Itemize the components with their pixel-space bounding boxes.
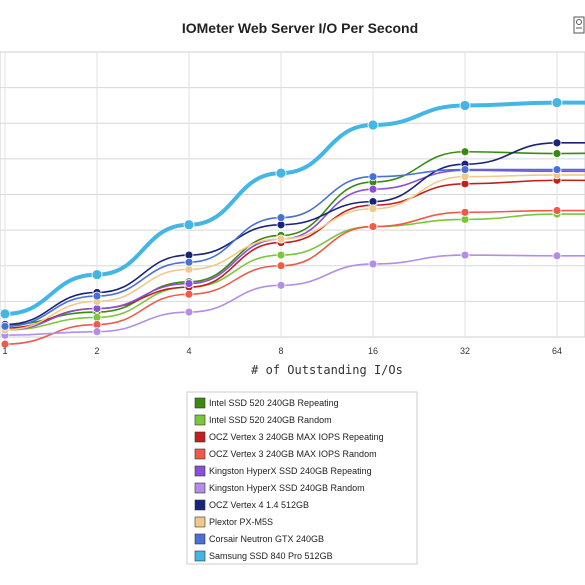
data-point: [368, 222, 378, 231]
grid-lines: [0, 52, 585, 337]
data-point: [276, 234, 286, 244]
data-point: [276, 280, 286, 290]
x-axis-label: # of Outstanding I/Os: [251, 363, 403, 377]
data-point: [276, 261, 286, 271]
series-line: [4, 209, 585, 345]
data-point: [184, 289, 194, 299]
series-line: [4, 142, 585, 326]
legend-label: Corsair Neutron GTX 240GB: [209, 534, 324, 544]
series-lines: [4, 100, 585, 345]
legend-swatch: [194, 414, 206, 426]
x-tick-label: 32: [460, 346, 470, 356]
data-point: [460, 250, 470, 260]
legend-label: OCZ Vertex 3 240GB MAX IOPS Random: [209, 449, 377, 459]
data-point: [92, 291, 102, 301]
legend-label: Kingston HyperX SSD 240GB Repeating: [209, 466, 372, 476]
data-point: [184, 279, 194, 288]
data-point: [552, 165, 562, 174]
data-point: [460, 207, 470, 217]
legend-label: Intel SSD 520 240GB Repeating: [209, 398, 339, 408]
legend-swatch: [194, 448, 206, 460]
x-tick-label: 4: [186, 346, 191, 356]
series-line: [4, 254, 585, 337]
series-points: [0, 97, 563, 349]
legend: Intel SSD 520 240GB Repeating Intel SSD 5…: [186, 391, 418, 565]
legend-swatch: [194, 431, 206, 443]
data-point: [552, 149, 562, 158]
data-point: [91, 269, 103, 281]
data-point: [184, 307, 194, 317]
data-point: [0, 339, 10, 349]
legend-swatch: [194, 533, 206, 545]
data-point: [552, 138, 562, 148]
legend-swatch: [194, 465, 206, 477]
data-point: [460, 165, 470, 174]
x-tick-label: 1: [2, 346, 7, 356]
x-axis-ticks: 1 2 4 8 16 32 64: [2, 346, 562, 356]
data-point: [92, 327, 102, 337]
data-point: [0, 321, 10, 331]
series-line: [4, 174, 585, 331]
legend-swatch: [194, 397, 206, 409]
x-tick-label: 16: [368, 346, 378, 356]
data-point: [367, 119, 379, 131]
data-point: [459, 100, 471, 111]
legend-swatch: [194, 550, 206, 562]
data-point: [276, 250, 286, 260]
data-point: [368, 184, 378, 194]
legend-label: Intel SSD 520 240GB Random: [209, 415, 332, 425]
data-point: [552, 206, 562, 215]
data-point: [368, 172, 378, 182]
legend-label: Kingston HyperX SSD 240GB Random: [209, 483, 365, 493]
legend-box: [186, 391, 418, 565]
data-point: [276, 213, 286, 223]
legend-label: Plextor PX-M5S: [209, 517, 273, 527]
legend-label: OCZ Vertex 3 240GB MAX IOPS Repeating: [209, 432, 384, 442]
x-tick-label: 2: [94, 346, 99, 356]
series-line: [4, 169, 585, 331]
data-point: [183, 219, 195, 231]
data-point: [368, 204, 378, 214]
data-point: [551, 97, 563, 108]
legend-items: Intel SSD 520 240GB Repeating Intel SSD 5…: [194, 397, 384, 562]
data-point: [368, 259, 378, 269]
x-tick-label: 64: [552, 346, 562, 356]
logo-icon: [573, 16, 585, 34]
data-point: [184, 257, 194, 267]
data-point: [460, 147, 470, 157]
data-point: [275, 167, 287, 179]
legend-swatch: [194, 516, 206, 528]
legend-swatch: [194, 499, 206, 511]
data-point: [0, 308, 11, 320]
data-point: [552, 251, 562, 261]
chart-title: IOMeter Web Server I/O Per Second: [182, 20, 418, 36]
legend-label: OCZ Vertex 4 1.4 512GB: [209, 500, 309, 510]
series-line: [4, 213, 585, 331]
legend-label: Samsung SSD 840 Pro 512GB: [209, 551, 333, 561]
x-tick-label: 8: [278, 346, 283, 356]
legend-swatch: [194, 482, 206, 494]
